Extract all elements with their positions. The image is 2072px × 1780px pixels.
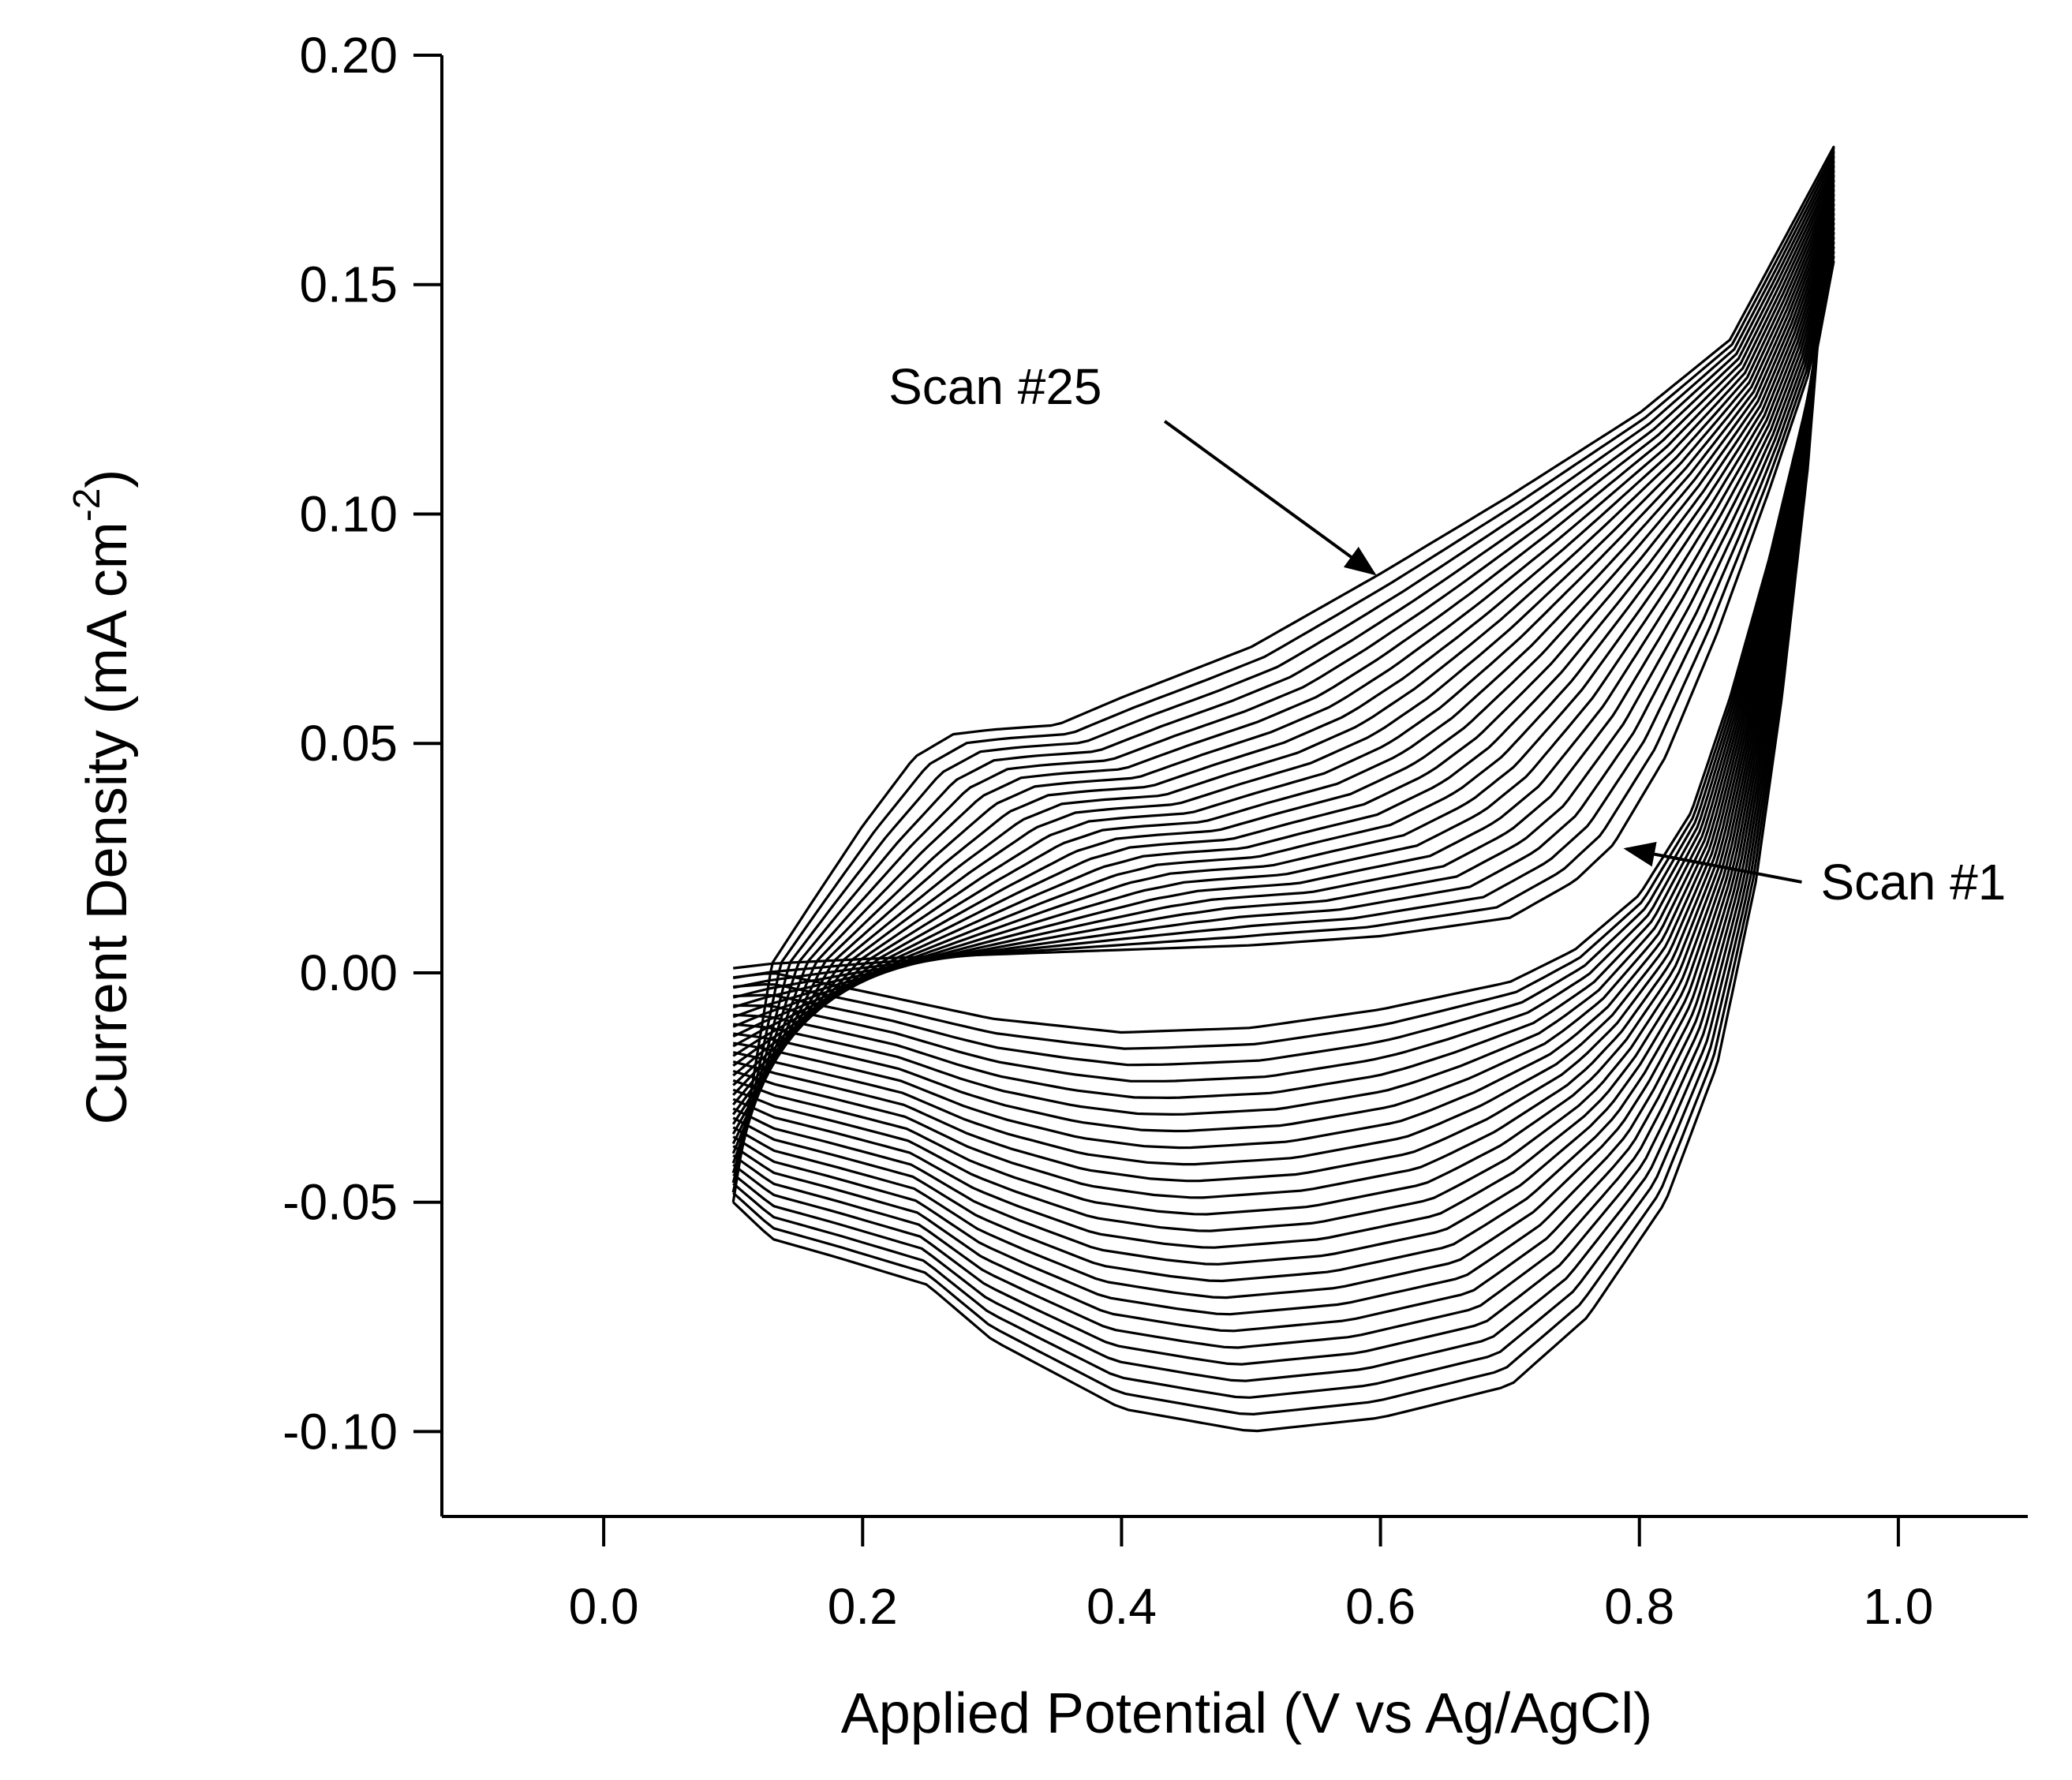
y-tick-label: 0.05 xyxy=(299,715,398,772)
scan-curves xyxy=(731,145,1835,1433)
scan-curve xyxy=(731,189,1835,1283)
y-axis-title-suffix: ) xyxy=(76,469,139,488)
annotation-arrow xyxy=(1163,420,1377,576)
y-axis-title: Current Density (mA cm-2) xyxy=(66,469,139,1125)
x-axis-title: Applied Potential (V vs Ag/AgCl) xyxy=(841,1682,1653,1745)
annotation-label: Scan #25 xyxy=(888,358,1101,415)
x-ticks: 0.0 0.2 0.4 0.6 0.8 1.0 xyxy=(569,1516,1933,1635)
annotation-label: Scan #1 xyxy=(1820,854,2006,911)
y-tick-label: 0.10 xyxy=(299,485,398,542)
x-tick-label: 0.4 xyxy=(1086,1578,1157,1635)
y-tick-label: 0.20 xyxy=(299,27,398,84)
x-tick-label: 0.2 xyxy=(828,1578,898,1635)
scan-curve xyxy=(731,145,1835,1433)
x-tick-label: 0.8 xyxy=(1604,1578,1674,1635)
x-tick-label: 0.0 xyxy=(569,1578,639,1635)
x-tick-label: 1.0 xyxy=(1863,1578,1933,1635)
y-axis-title-superscript: -2 xyxy=(66,488,108,522)
annotations: Scan #25 Scan #1 xyxy=(888,358,2006,911)
x-tick-label: 0.6 xyxy=(1345,1578,1416,1635)
annotation-arrow xyxy=(1623,841,1802,884)
axes xyxy=(440,55,2028,1518)
y-axis-title-main: Current Density (mA cm xyxy=(76,522,139,1124)
y-tick-label: -0.10 xyxy=(282,1403,398,1460)
y-tick-label: -0.05 xyxy=(282,1174,398,1231)
y-ticks: -0.10 -0.05 0.00 0.05 0.10 0.15 0.20 xyxy=(282,27,442,1460)
y-tick-label: 0.00 xyxy=(299,944,398,1001)
y-tick-label: 0.15 xyxy=(299,256,398,313)
